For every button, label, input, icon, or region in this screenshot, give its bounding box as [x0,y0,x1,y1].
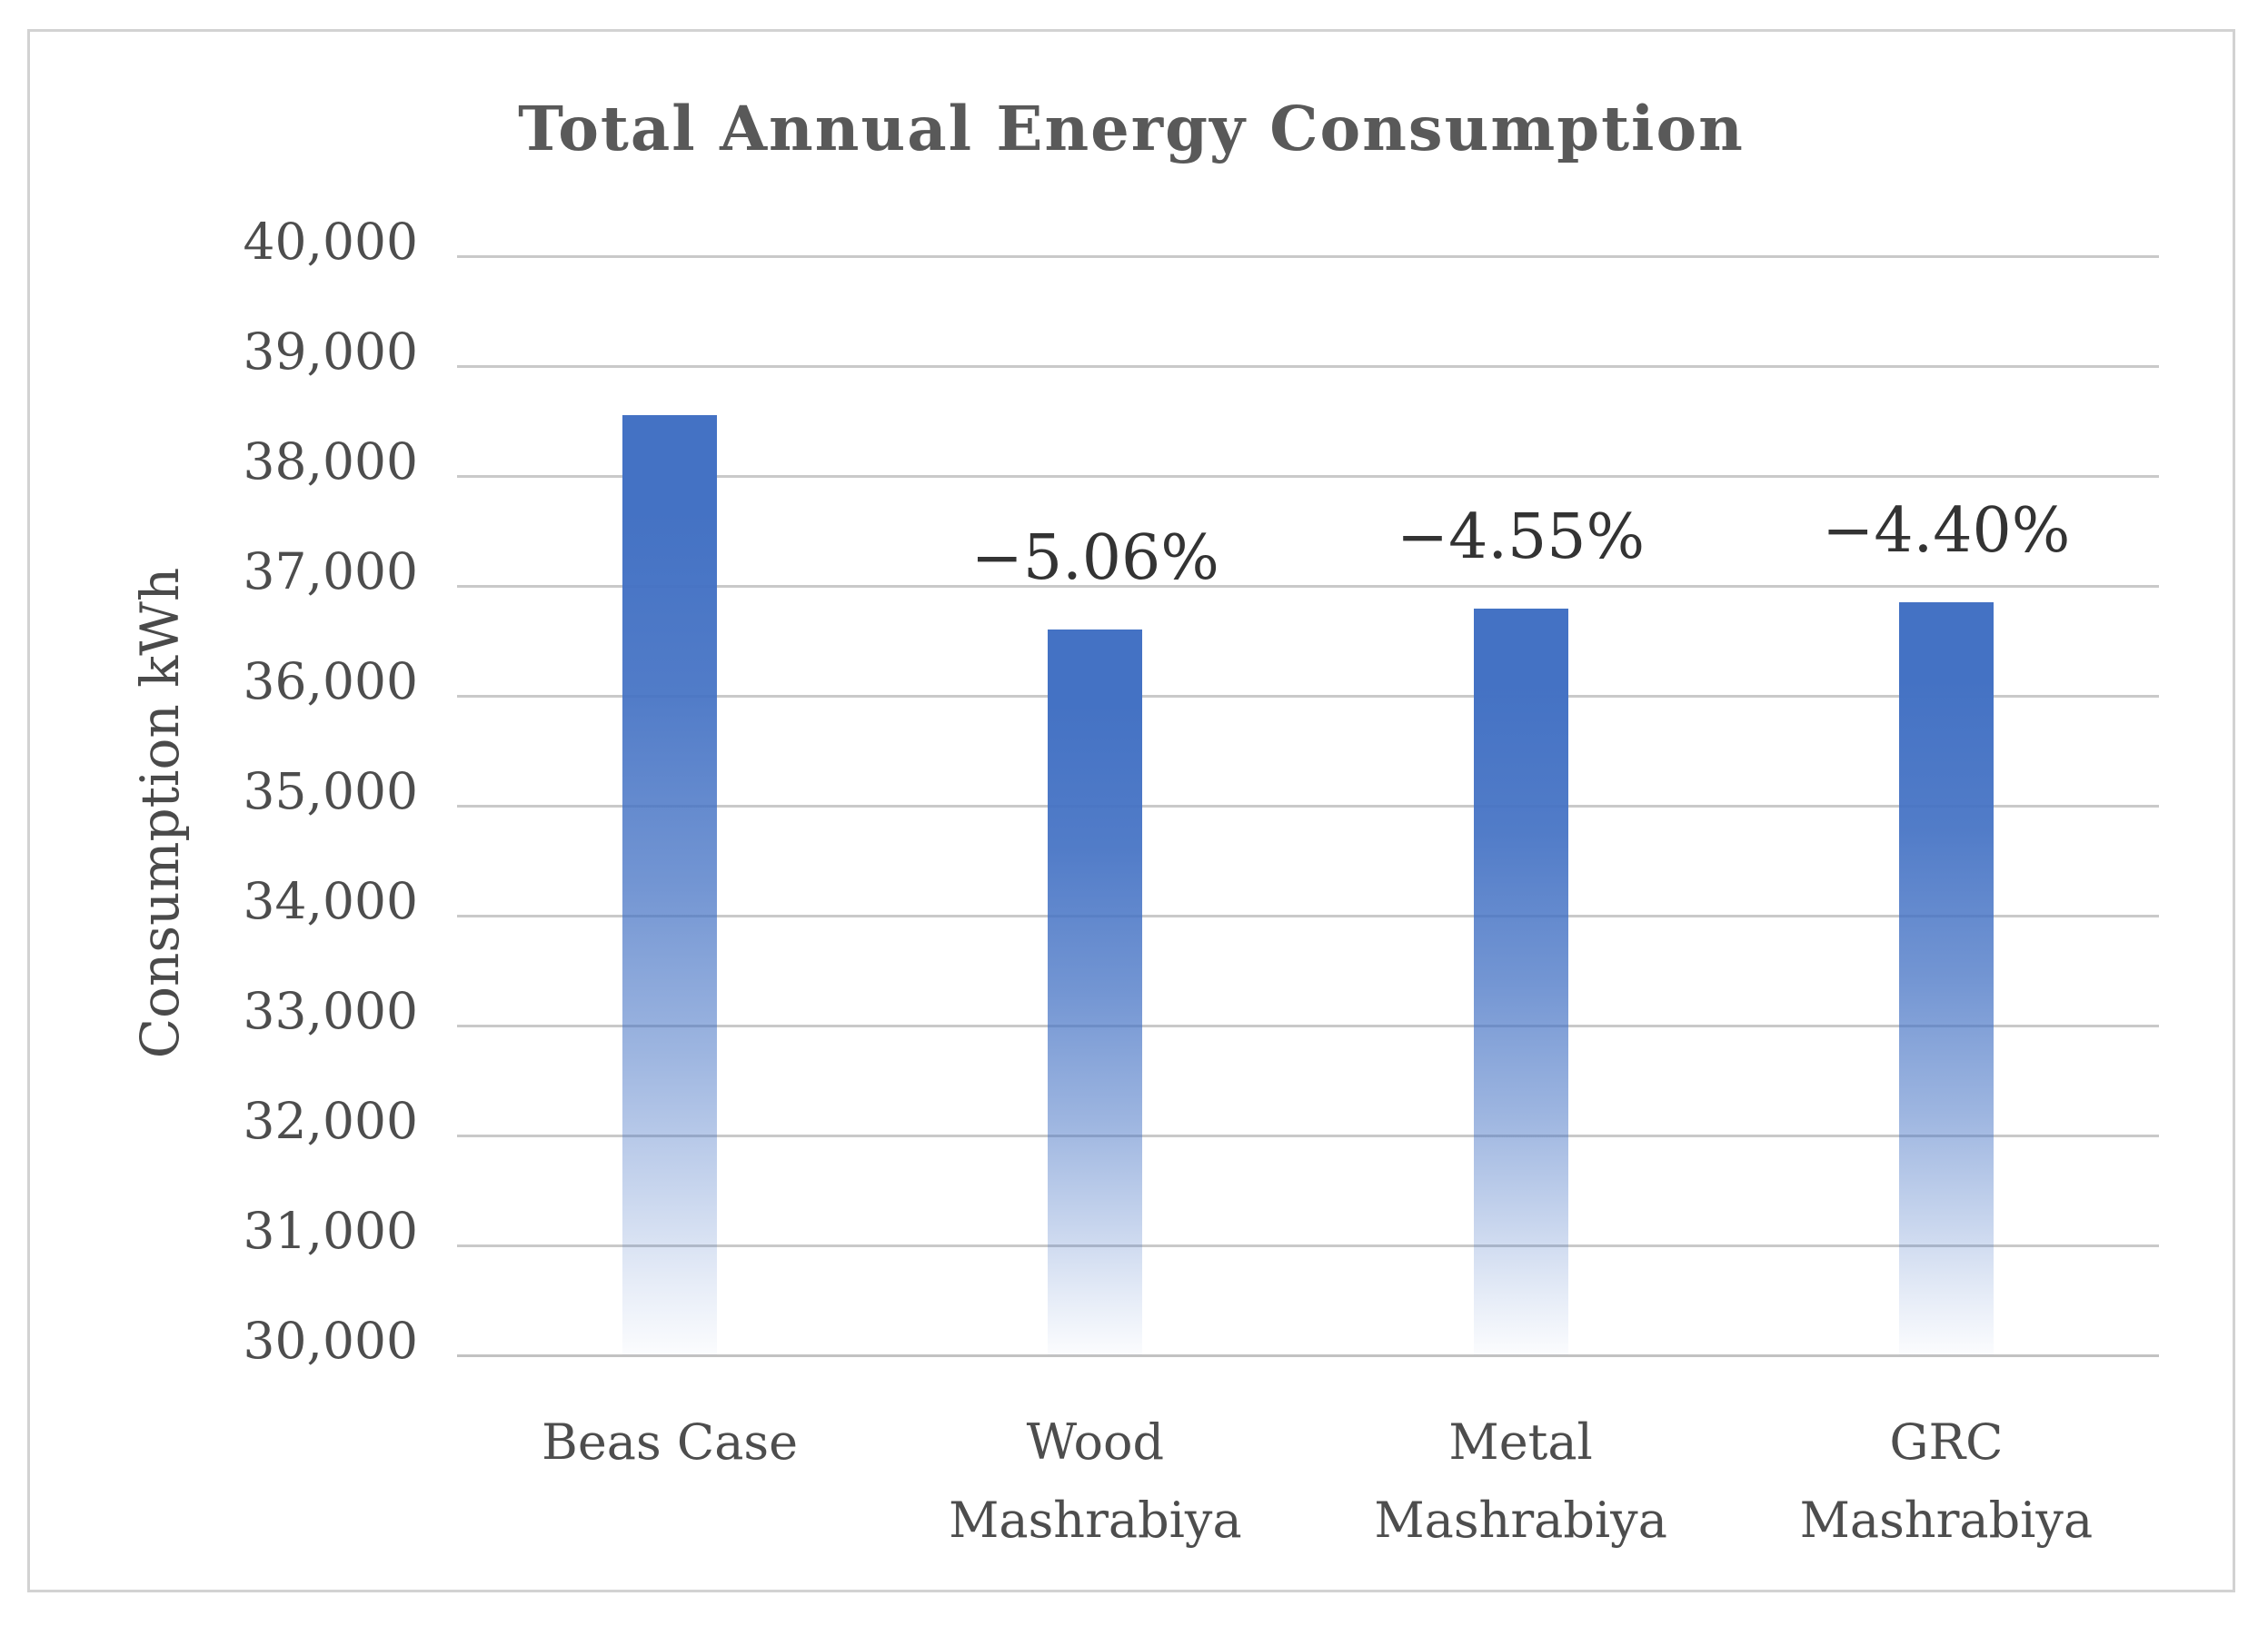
bar [1473,608,1568,1355]
bar [1048,630,1143,1355]
x-category-label: Wood Mashrabiya [949,1413,1242,1549]
bar [1898,601,1994,1355]
chart-title: Total Annual Energy Consumption [518,93,1745,164]
y-tick-label: 37,000 [243,542,418,600]
gridline [457,474,2159,478]
gridline [457,254,2159,258]
gridline [457,584,2159,588]
gridline [457,914,2159,917]
y-tick-label: 40,000 [243,213,418,271]
y-tick-label: 36,000 [243,652,418,710]
bar-value-label: −5.06% [970,522,1219,595]
x-category-label: GRC Mashrabiya [1799,1413,2094,1549]
y-tick-label: 33,000 [243,982,418,1040]
gridline [457,1134,2159,1137]
bar-value-label: −4.40% [1822,494,2071,567]
gridline [457,804,2159,808]
gridline [457,1024,2159,1027]
gridline [457,1244,2159,1247]
x-category-label: Metal Mashrabiya [1374,1413,1667,1549]
y-tick-label: 31,000 [243,1202,418,1260]
y-tick-label: 35,000 [243,762,418,820]
bar [622,415,718,1355]
gridline [457,364,2159,368]
y-tick-label: 32,000 [243,1092,418,1150]
y-tick-label: 38,000 [243,432,418,491]
y-tick-label: 30,000 [243,1312,418,1370]
gridline [457,694,2159,698]
x-category-label: Beas Case [542,1413,799,1471]
gridline [457,1353,2159,1357]
bar-value-label: −4.55% [1397,501,1646,573]
y-tick-label: 39,000 [243,322,418,381]
y-tick-label: 34,000 [243,872,418,930]
